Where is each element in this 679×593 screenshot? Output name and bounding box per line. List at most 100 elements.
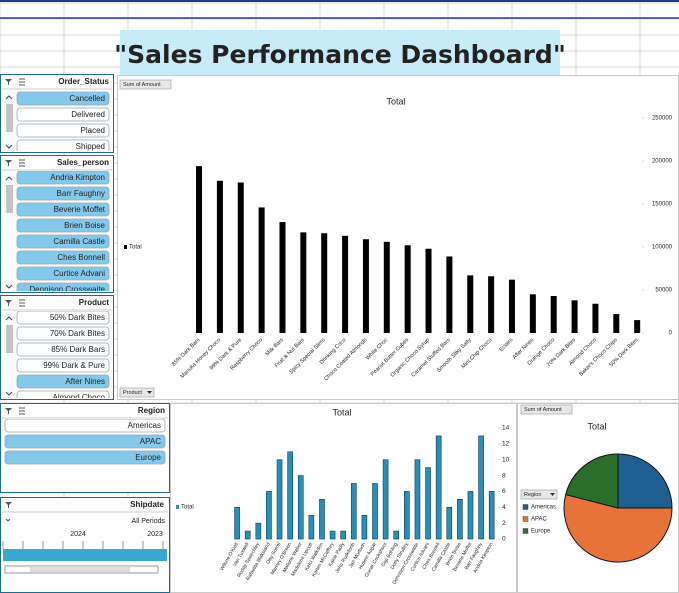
bar — [435, 435, 442, 540]
slicer-item[interactable] — [16, 202, 110, 217]
slicer-item-label[interactable]: Placed — [81, 126, 105, 135]
slicer-item-label[interactable]: Cancelled — [69, 94, 105, 103]
legend-label: Total — [129, 245, 142, 251]
scroll-thumb[interactable] — [6, 185, 13, 213]
field-button-label[interactable]: Sum of Amount — [524, 407, 562, 413]
slicer-item-label[interactable]: Dennison Crosswaite — [29, 285, 105, 294]
slicer-title: Shipdate — [130, 500, 164, 509]
slicer-item-label[interactable]: Europe — [135, 453, 161, 462]
slicer-item[interactable] — [4, 419, 166, 433]
field-button[interactable] — [119, 79, 172, 90]
field-button[interactable] — [520, 489, 558, 500]
slicer-title: Product — [79, 298, 110, 307]
scroll-up[interactable] — [5, 316, 13, 321]
slicer-item-label[interactable]: Ches Bonnell — [57, 253, 105, 262]
slicer-item[interactable] — [4, 450, 166, 465]
filter-icon — [5, 79, 12, 85]
bar — [467, 275, 474, 333]
field-button[interactable] — [119, 387, 155, 398]
slicer-item-label[interactable]: Andria Kimpton — [50, 173, 105, 182]
slicer-item-label[interactable]: Brien Boise — [64, 221, 105, 230]
timeline-bar[interactable] — [3, 549, 167, 561]
slicer-item-label[interactable]: 70% Dark Bites — [50, 329, 105, 338]
timeline-slicer: Shipdate All Periods 2024 2023 — [0, 497, 170, 593]
pie-slice — [563, 493, 673, 563]
slicer-item[interactable] — [16, 91, 110, 106]
bar — [488, 276, 495, 333]
slicer-item-label[interactable]: Curtice Advani — [53, 269, 105, 278]
bar — [237, 182, 244, 333]
legend-label: APAC — [531, 517, 548, 523]
period-arrow[interactable] — [5, 518, 11, 522]
scroll-down[interactable] — [5, 144, 13, 149]
period-select[interactable]: All Periods — [132, 518, 166, 525]
dropdown-arrow[interactable] — [147, 391, 152, 394]
slicer-item[interactable] — [16, 390, 110, 404]
filter-icon — [5, 408, 12, 414]
chart: Total Sum of Amount Region Americas APAC Euro… — [517, 403, 679, 593]
timeline-year: 2024 — [70, 531, 86, 538]
slicer-item[interactable] — [16, 171, 110, 185]
multiselect-icon — [19, 407, 25, 415]
slicer-item-label[interactable]: Almond Choco — [53, 393, 106, 402]
slicer-item[interactable] — [16, 218, 110, 233]
scroll-down[interactable] — [5, 391, 13, 396]
slicer-item[interactable] — [16, 342, 110, 357]
slicer-item[interactable] — [16, 326, 110, 341]
legend-label: Total — [181, 505, 194, 511]
bar — [372, 483, 378, 540]
slicer-items: Americas APAC Europe — [4, 419, 166, 465]
y-tick-label: 12 — [502, 441, 510, 448]
y-tick-label: 0 — [669, 331, 673, 337]
slicer-item[interactable] — [16, 266, 110, 281]
timeline-thumb[interactable] — [30, 567, 130, 572]
slicer-item-label[interactable]: APAC — [140, 437, 161, 446]
slicer-item[interactable] — [16, 139, 110, 153]
bar — [362, 239, 369, 333]
bar — [321, 233, 328, 333]
slicer-item-label[interactable]: Shipped — [76, 142, 105, 151]
slicer-item-label[interactable]: 99% Dark & Pure — [43, 361, 105, 370]
y-tick-label: 50000 — [655, 288, 672, 294]
field-button-label[interactable]: Region — [524, 492, 541, 498]
y-tick-label: 200000 — [652, 159, 673, 165]
slicer-item-label[interactable]: Barr Faughny — [57, 189, 105, 198]
bar — [634, 320, 641, 333]
filter-icon — [5, 502, 12, 508]
slicer-item-label[interactable]: 50% Dark Bites — [50, 313, 105, 322]
slicer-item-label[interactable]: 85% Dark Bars — [51, 345, 105, 354]
slicer-item[interactable] — [4, 434, 166, 449]
slicer-item-label[interactable]: Delivered — [71, 110, 105, 119]
slicer: Order_Status Cancelled Delivered Placed Ship… — [0, 74, 114, 153]
slicer-item-label[interactable]: Beverie Moffet — [54, 205, 106, 214]
slicer-item[interactable] — [16, 123, 110, 138]
slicer-item[interactable] — [16, 186, 110, 201]
scroll-thumb[interactable] — [6, 104, 13, 132]
slicer-item[interactable] — [16, 358, 110, 373]
multiselect-icon — [19, 159, 25, 167]
field-button-label[interactable]: Product — [123, 390, 142, 396]
legend-swatch — [522, 528, 529, 534]
slicer-item[interactable] — [16, 234, 110, 249]
slicer-item-label[interactable]: Americas — [128, 421, 161, 430]
scroll-up[interactable] — [5, 176, 13, 181]
scroll-down[interactable] — [5, 284, 13, 289]
field-button-label[interactable]: Sum of Amount — [123, 82, 161, 88]
scroll-thumb[interactable] — [6, 325, 13, 353]
dropdown-arrow[interactable] — [550, 493, 555, 496]
scroll-up[interactable] — [5, 95, 13, 100]
chart: Total Sum of Amount Product 0 50000 100000 150… — [117, 75, 679, 400]
slicer: Sales_person Andria Kimpton Barr Faughny Be… — [0, 155, 114, 296]
slicer-item[interactable] — [16, 311, 110, 325]
slicer-item-label[interactable]: After Nines — [65, 377, 105, 386]
bar — [488, 491, 495, 540]
slicer: Product 50% Dark Bites 70% Dark Bites 85% D… — [0, 295, 114, 404]
slicer-item[interactable] — [16, 107, 110, 122]
slicer-item-label[interactable]: Camilla Castle — [53, 237, 105, 246]
field-button[interactable] — [520, 404, 573, 415]
bar — [266, 491, 272, 540]
slicer-item[interactable] — [16, 282, 110, 296]
legend-swatch — [522, 504, 529, 510]
slicer-item[interactable] — [16, 374, 110, 389]
slicer-item[interactable] — [16, 250, 110, 265]
